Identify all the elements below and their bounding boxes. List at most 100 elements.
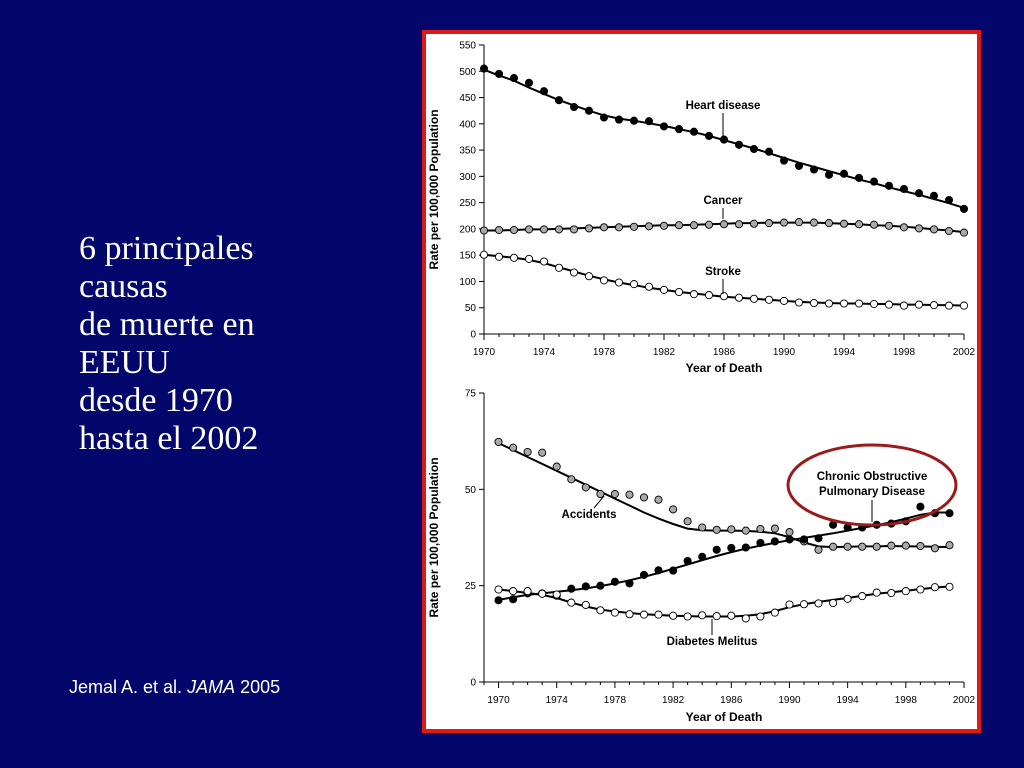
data-point	[569, 225, 579, 234]
data-point	[799, 600, 809, 609]
data-point	[689, 221, 699, 230]
series-label-cancer: Cancer	[704, 195, 744, 207]
title-line: EEUU	[79, 344, 170, 381]
x-tick-label: 1998	[893, 347, 916, 358]
data-point	[712, 612, 721, 621]
data-point	[669, 505, 678, 514]
data-point	[644, 222, 654, 231]
data-point	[944, 195, 954, 205]
data-point	[509, 587, 518, 596]
data-point	[779, 218, 789, 227]
data-point	[858, 592, 867, 601]
data-point	[581, 582, 590, 591]
data-point	[749, 144, 759, 154]
data-point	[719, 220, 729, 229]
data-point	[539, 257, 549, 266]
data-point	[581, 600, 590, 609]
x-tick-label: 1982	[662, 695, 685, 706]
data-point	[509, 225, 519, 235]
citation: Jemal A. et al. JAMA 2005	[69, 677, 280, 698]
data-point	[727, 525, 736, 534]
data-point	[756, 612, 765, 621]
data-point	[669, 611, 678, 620]
data-point	[698, 523, 707, 532]
data-point	[704, 291, 714, 300]
data-point	[884, 181, 894, 190]
data-point	[734, 293, 744, 302]
data-point	[659, 285, 669, 294]
y-tick-label: 250	[459, 198, 476, 209]
data-point	[539, 225, 549, 234]
copd-highlight-ellipse	[786, 443, 958, 527]
citation-authors: Jemal A. et al.	[69, 677, 183, 697]
data-point	[727, 611, 736, 620]
slide-title: 6 principales causas de muerte en EEUU d…	[79, 230, 409, 458]
data-point	[654, 495, 663, 504]
data-point	[524, 254, 534, 263]
data-point	[625, 579, 634, 588]
data-point	[959, 301, 969, 310]
series-label-stroke: Stroke	[705, 266, 741, 278]
x-tick-label: 1978	[593, 347, 616, 358]
data-point	[554, 96, 564, 105]
data-point	[756, 524, 765, 534]
data-point	[839, 299, 849, 308]
data-point	[929, 225, 939, 234]
y-tick-label: 50	[465, 485, 477, 496]
data-point	[814, 534, 823, 543]
y-tick-label: 150	[459, 251, 476, 262]
data-point	[538, 448, 547, 457]
data-point	[785, 535, 794, 544]
data-point	[929, 301, 939, 310]
data-point	[719, 135, 729, 144]
data-point	[809, 165, 819, 174]
data-point	[599, 276, 609, 285]
y-tick-label: 0	[470, 330, 476, 341]
data-point	[494, 585, 503, 594]
data-point	[799, 535, 809, 544]
data-point	[674, 125, 684, 134]
data-point	[494, 596, 503, 605]
leader-line	[593, 495, 605, 509]
y-tick-label: 0	[470, 678, 476, 689]
x-axis-title: Year of Death	[686, 361, 763, 375]
data-point	[625, 490, 634, 499]
data-point	[734, 140, 744, 149]
title-line: 6 principales	[79, 230, 254, 267]
series-label-diabetes: Diabetes Melitus	[667, 636, 758, 648]
data-point	[683, 612, 692, 621]
data-point	[698, 552, 707, 561]
y-tick-label: 100	[459, 277, 476, 288]
data-point	[523, 447, 532, 457]
x-tick-label: 1994	[833, 347, 856, 358]
data-point	[764, 147, 774, 156]
x-tick-label: 2002	[953, 695, 976, 706]
y-tick-label: 50	[465, 303, 477, 314]
data-point	[712, 525, 721, 534]
data-point	[569, 268, 579, 277]
data-point	[809, 298, 819, 308]
data-point	[494, 437, 503, 446]
x-tick-label: 1998	[895, 695, 918, 706]
data-point	[567, 584, 576, 593]
data-point	[899, 184, 909, 194]
data-point	[749, 294, 759, 303]
series-label-heart-disease: Heart disease	[686, 100, 761, 112]
data-point	[584, 224, 594, 233]
data-point	[884, 221, 894, 230]
data-point	[944, 226, 954, 236]
data-point	[625, 610, 634, 619]
data-point	[727, 543, 736, 552]
data-point	[659, 221, 669, 230]
data-point	[704, 131, 714, 140]
data-point	[659, 122, 669, 131]
data-point	[741, 543, 750, 552]
data-point	[509, 74, 519, 83]
data-point	[704, 220, 714, 229]
data-point	[596, 606, 605, 615]
data-point	[764, 295, 774, 304]
data-point	[669, 566, 678, 575]
data-point	[614, 115, 624, 124]
x-tick-label: 1974	[546, 695, 569, 706]
